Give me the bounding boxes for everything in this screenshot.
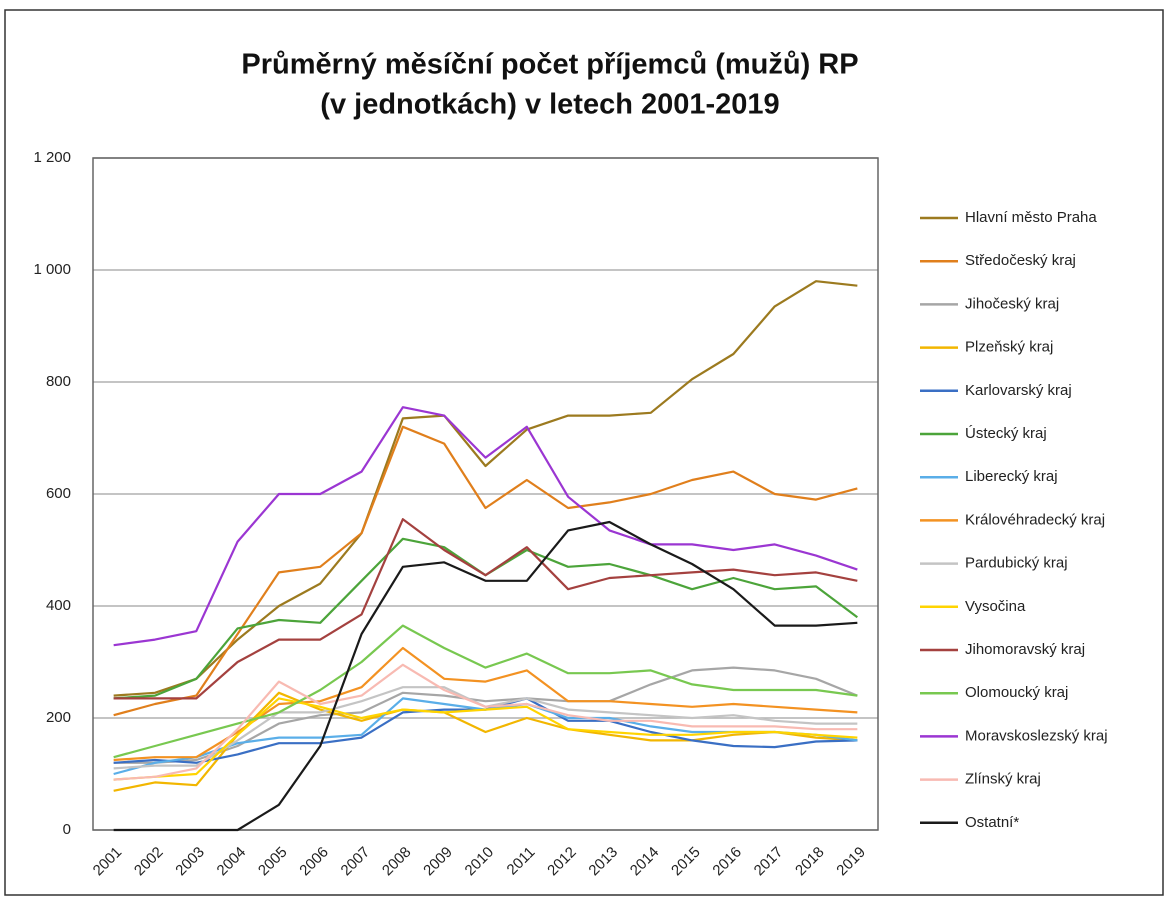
legend-label: Královéhradecký kraj <box>965 511 1105 528</box>
legend-label: Středočeský kraj <box>965 252 1076 269</box>
y-tick-label: 0 <box>63 821 71 838</box>
x-tick-label: 2015 <box>668 844 704 880</box>
series-line <box>113 537 858 700</box>
x-tick-label: 2002 <box>131 844 167 880</box>
legend-label: Zlínský kraj <box>965 771 1041 788</box>
x-tick-label: 2018 <box>792 844 828 880</box>
x-tick-label: 2009 <box>420 844 456 880</box>
x-tick-label: 2019 <box>833 844 869 880</box>
series-line <box>113 280 858 697</box>
x-tick-label: 2005 <box>255 844 291 880</box>
legend-label: Jihomoravský kraj <box>965 641 1085 658</box>
x-tick-label: 2010 <box>462 844 498 880</box>
chart-subtitle: (v jednotkách) v letech 2001-2019 <box>320 89 779 121</box>
x-tick-label: 2003 <box>172 844 208 880</box>
series-line <box>113 646 858 762</box>
series-line <box>113 406 858 647</box>
series-line <box>113 697 858 764</box>
series-line <box>113 697 858 781</box>
legend-label: Vysočina <box>965 598 1026 615</box>
series-line <box>113 518 858 700</box>
y-tick-label: 1 000 <box>33 261 71 278</box>
x-tick-label: 2006 <box>296 844 332 880</box>
x-tick-label: 2004 <box>214 844 250 880</box>
x-tick-label: 2012 <box>544 844 580 880</box>
x-tick-label: 2014 <box>627 844 663 880</box>
y-tick-label: 200 <box>46 709 71 726</box>
legend-label: Karlovarský kraj <box>965 382 1072 399</box>
series-line <box>113 425 858 717</box>
legend-label: Moravskoslezský kraj <box>965 727 1108 744</box>
x-tick-label: 2011 <box>504 844 539 879</box>
x-tick-label: 2013 <box>585 844 621 880</box>
y-tick-label: 600 <box>46 485 71 502</box>
y-tick-label: 400 <box>46 597 71 614</box>
y-tick-label: 800 <box>46 373 71 390</box>
x-tick-label: 2016 <box>709 844 745 880</box>
legend-label: Pardubický kraj <box>965 555 1068 572</box>
frame <box>4 9 1164 896</box>
series-line <box>113 624 858 759</box>
x-tick-label: 2008 <box>379 844 415 880</box>
x-tick-label: 2001 <box>90 844 126 880</box>
legend-label: Plzeňský kraj <box>965 339 1053 356</box>
y-tick-label: 1 200 <box>33 149 71 166</box>
series-line <box>113 666 858 764</box>
x-tick-label: 2007 <box>338 844 374 880</box>
legend-label: Olomoucký kraj <box>965 684 1068 701</box>
series-line <box>113 663 858 781</box>
legend-label: Jihočeský kraj <box>965 295 1059 312</box>
legend-label: Liberecký kraj <box>965 468 1058 485</box>
series-line <box>113 520 858 832</box>
x-tick-label: 2017 <box>751 844 787 880</box>
chart-title: Průměrný měsíční počet příjemců (mužů) R… <box>241 49 858 81</box>
legend-label: Ústecký kraj <box>965 425 1047 442</box>
legend-label: Ostatní* <box>965 814 1019 831</box>
plot-area <box>92 157 879 831</box>
legend-label: Hlavní město Praha <box>965 209 1097 226</box>
